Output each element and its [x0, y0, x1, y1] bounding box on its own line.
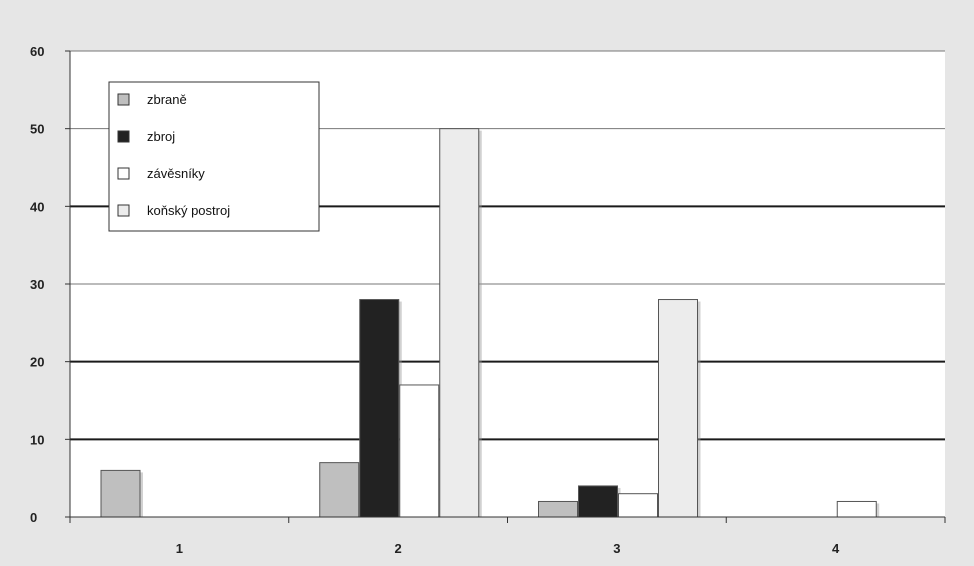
legend-label: zbroj [147, 129, 175, 144]
x-tick-label: 2 [395, 541, 402, 556]
x-tick-label: 1 [176, 541, 183, 556]
y-tick-label: 40 [30, 199, 44, 214]
bars-group [100, 128, 880, 518]
y-tick-label: 0 [30, 510, 37, 525]
legend-swatch [117, 204, 130, 217]
bar-1-cat-3 [538, 500, 578, 518]
y-tick-label: 20 [30, 355, 44, 370]
y-axis-ticks: 0 10 20 30 40 50 60 [30, 44, 70, 525]
bar-3-cat-2 [399, 384, 440, 518]
legend-swatch [117, 130, 130, 143]
x-tick-label: 3 [613, 541, 620, 556]
bar-3-cat-4 [836, 500, 877, 518]
legend-box [108, 81, 320, 232]
legend: zbraně zbroj závěsníky koňský postroj [108, 81, 320, 232]
y-tick-label: 50 [30, 122, 44, 137]
legend-swatch [117, 93, 130, 106]
y-tick-label: 60 [30, 44, 44, 59]
bar-4-cat-3 [658, 299, 698, 518]
bar-4-cat-2 [439, 128, 480, 518]
legend-label: koňský postroj [147, 203, 230, 218]
y-tick-label: 30 [30, 277, 44, 292]
bar-2-cat-3 [578, 485, 618, 518]
legend-swatch [117, 167, 130, 180]
x-axis-ticks: 1 2 3 4 [69, 517, 946, 556]
bar-2-cat-2 [359, 299, 400, 518]
x-tick-label: 4 [832, 541, 840, 556]
bar-1-cat-1 [100, 469, 141, 518]
bar-1-cat-2 [319, 462, 360, 518]
bar-3-cat-3 [618, 493, 658, 518]
y-tick-label: 10 [30, 432, 44, 447]
legend-label: závěsníky [147, 166, 205, 181]
legend-label: zbraně [147, 92, 187, 107]
